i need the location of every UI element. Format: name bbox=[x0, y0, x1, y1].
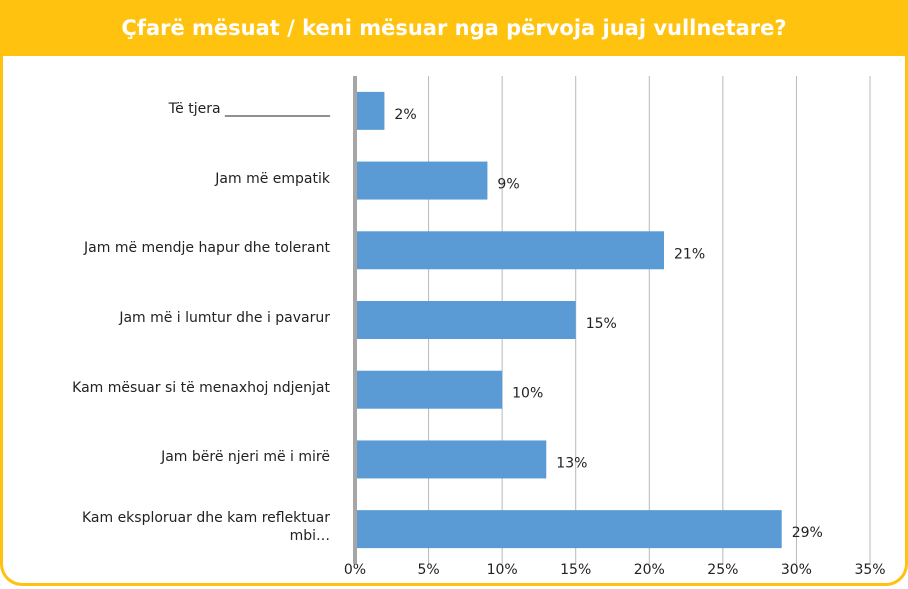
data-label: 21% bbox=[674, 246, 705, 262]
x-tick-label: 25% bbox=[707, 562, 738, 578]
bar bbox=[357, 91, 385, 130]
data-label: 29% bbox=[792, 525, 823, 541]
y-tick-label: Kam mësuar si të menaxhoj ndjenjat bbox=[72, 379, 330, 396]
bar bbox=[357, 301, 576, 339]
bar bbox=[357, 440, 547, 479]
x-tick-label: 15% bbox=[560, 562, 591, 578]
x-tick-label: 35% bbox=[854, 562, 885, 578]
x-tick-label: 5% bbox=[417, 562, 439, 578]
bar bbox=[357, 231, 664, 270]
x-tick-label: 30% bbox=[781, 562, 812, 578]
data-label: 2% bbox=[394, 107, 416, 123]
x-tick-label: 0% bbox=[344, 562, 366, 578]
y-tick-label: Të tjera _______________ bbox=[168, 100, 330, 117]
data-label: 13% bbox=[556, 455, 587, 471]
data-label: 15% bbox=[586, 316, 617, 332]
bar bbox=[357, 161, 488, 200]
bar bbox=[357, 510, 782, 549]
y-tick-label: Jam më mendje hapur dhe tolerant bbox=[84, 240, 330, 257]
y-tick-label: Jam bërë njeri më i mirë bbox=[161, 449, 330, 466]
data-label: 9% bbox=[497, 177, 519, 193]
x-tick-label: 10% bbox=[487, 562, 518, 578]
chart-title: Çfarë mësuat / keni mësuar nga përvoja j… bbox=[0, 0, 908, 56]
y-tick-label: Jam më i lumtur dhe i pavarur bbox=[119, 310, 330, 326]
y-tick-label: Jam më empatik bbox=[215, 170, 330, 187]
y-tick-label: Kam eksploruar dhe kam reflektuar mbi… bbox=[81, 510, 330, 545]
x-tick-label: 20% bbox=[634, 562, 665, 578]
data-label: 10% bbox=[512, 386, 543, 402]
bar bbox=[357, 370, 503, 409]
